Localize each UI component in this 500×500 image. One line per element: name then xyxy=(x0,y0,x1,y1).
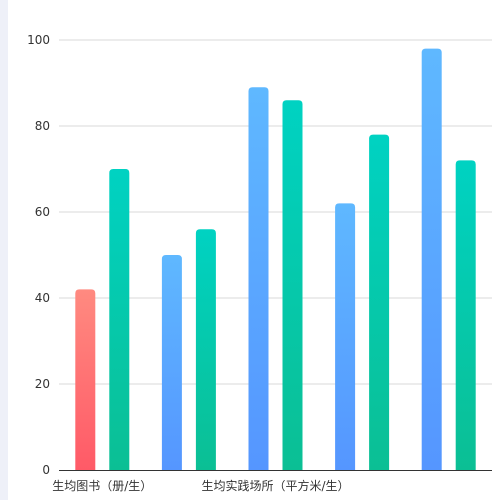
bar-group-4-series-1 xyxy=(335,203,356,470)
bar-group-5-series-2 xyxy=(455,160,476,470)
x-axis: 生均图书（册/生） 生均实践场所（平方米/生） xyxy=(52,470,492,493)
y-axis: 0 20 40 60 80 100 xyxy=(27,33,50,477)
y-tick-label: 0 xyxy=(42,463,50,477)
y-tick-label: 60 xyxy=(35,205,50,219)
y-tick-label: 80 xyxy=(35,119,50,133)
y-tick-label: 100 xyxy=(27,33,50,47)
left-edge-strip xyxy=(0,0,8,500)
bar-group-4-series-2 xyxy=(369,134,390,470)
bar-group-1-series-1 xyxy=(75,289,96,470)
bar-group-3-series-1 xyxy=(248,87,269,471)
bar-group-1-series-2 xyxy=(109,169,130,470)
bars xyxy=(75,48,476,471)
bar-group-5-series-1 xyxy=(421,48,442,470)
x-category-label: 生均图书（册/生） xyxy=(52,479,152,493)
bar-group-3-series-2 xyxy=(282,100,303,470)
bar-group-2-series-1 xyxy=(161,255,182,470)
grid-lines xyxy=(59,39,492,385)
x-category-label: 生均实践场所（平方米/生） xyxy=(201,478,349,493)
y-tick-label: 40 xyxy=(35,291,50,305)
bar-group-2-series-2 xyxy=(195,229,216,470)
y-tick-label: 20 xyxy=(35,377,50,391)
